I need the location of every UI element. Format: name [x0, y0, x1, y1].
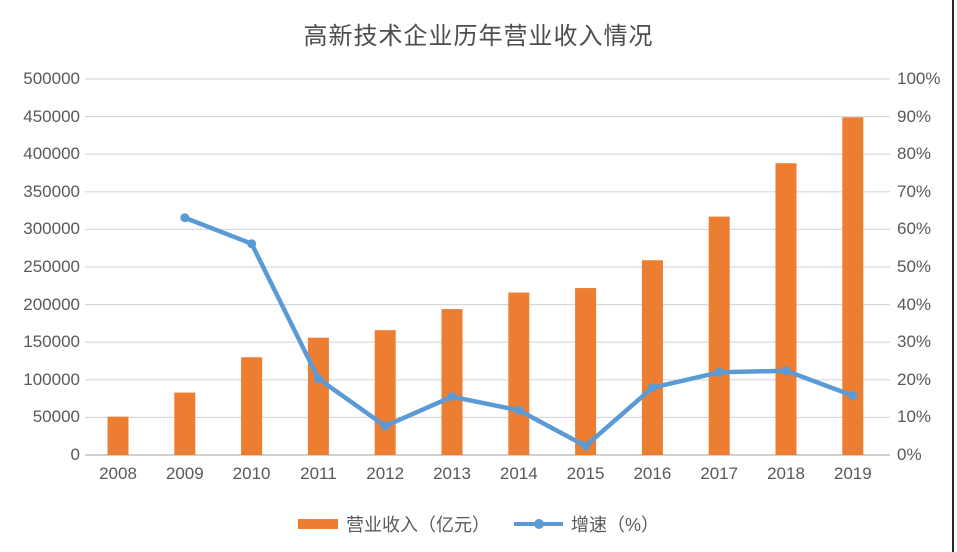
y-axis-tick-label: 50000 — [32, 407, 80, 427]
y-axis-tick-label: 250000 — [23, 257, 80, 276]
y-axis-tick-label: 300000 — [23, 219, 80, 239]
bar-2019 — [842, 117, 864, 456]
y2-axis-tick-label: 70% — [897, 181, 932, 201]
x-axis-tick-label: 2011 — [300, 464, 337, 483]
growth-point — [180, 213, 190, 223]
y-axis-tick-label: 150000 — [23, 332, 80, 352]
y2-axis-tick-label: 100% — [897, 69, 941, 88]
x-axis-tick-label: 2019 — [833, 464, 872, 483]
x-axis-tick-label: 2016 — [633, 464, 672, 483]
x-axis-tick-label: 2018 — [767, 464, 805, 483]
y-axis-tick-label: 400000 — [23, 144, 80, 164]
bar-2015 — [575, 288, 597, 455]
y2-axis-tick-label: 0% — [897, 445, 922, 464]
growth-point — [514, 405, 524, 415]
legend-line-swatch-icon — [513, 519, 563, 529]
y-axis-tick-label: 100000 — [23, 369, 80, 389]
legend-label-revenue: 营业收入（亿元） — [345, 515, 490, 535]
bar-2018 — [775, 163, 797, 455]
y2-axis-tick-label: 80% — [897, 144, 932, 164]
bar-2009 — [174, 392, 196, 455]
y-axis-tick-label: 450000 — [23, 106, 80, 126]
legend-label-growth: 增速（%） — [570, 515, 659, 535]
x-axis-tick-label: 2013 — [433, 464, 471, 483]
growth-point — [380, 421, 390, 431]
legend-bar-swatch-icon — [297, 519, 338, 529]
y-axis-tick-label: 200000 — [23, 294, 80, 314]
x-axis-tick-label: 2009 — [165, 464, 204, 483]
y2-axis-tick-label: 10% — [897, 407, 932, 427]
x-axis-tick-label: 2017 — [700, 464, 739, 483]
y2-axis-tick-label: 20% — [897, 369, 932, 389]
bar-2014 — [508, 292, 530, 455]
x-axis-tick-label: 2008 — [99, 464, 137, 483]
growth-point — [447, 392, 457, 402]
bar-2012 — [374, 330, 396, 455]
legend: 营业收入（亿元） 增速（%） — [0, 511, 957, 537]
bar-2013 — [441, 309, 463, 455]
bar-2011 — [307, 337, 329, 455]
x-axis-tick-label: 2014 — [499, 464, 538, 483]
y-axis-tick-label: 500000 — [23, 69, 80, 88]
growth-point — [848, 391, 858, 401]
chart-title: 高新技术企业历年营业收入情况 — [303, 22, 654, 50]
growth-point — [247, 239, 257, 249]
growth-point — [313, 374, 323, 384]
y-axis-tick-label: 350000 — [23, 181, 80, 201]
bar-2008 — [107, 416, 129, 455]
y2-axis-tick-label: 50% — [897, 257, 932, 276]
y2-axis-tick-label: 90% — [897, 106, 932, 126]
y2-axis-tick-label: 40% — [897, 294, 932, 314]
y2-axis-tick-label: 30% — [897, 332, 932, 352]
bar-2010 — [241, 357, 263, 455]
x-axis-tick-label: 2015 — [566, 464, 605, 483]
growth-point — [581, 441, 591, 451]
bar-2016 — [641, 260, 663, 455]
x-axis-tick-label: 2010 — [232, 464, 271, 483]
y-axis-tick-label: 0 — [70, 445, 80, 464]
growth-point — [781, 366, 791, 376]
bar-2017 — [708, 216, 730, 455]
y2-axis-tick-label: 60% — [897, 219, 932, 239]
growth-point — [714, 367, 724, 377]
x-axis-tick-label: 2012 — [366, 464, 405, 483]
screenshot-right-border — [952, 0, 954, 552]
growth-point — [647, 383, 657, 393]
